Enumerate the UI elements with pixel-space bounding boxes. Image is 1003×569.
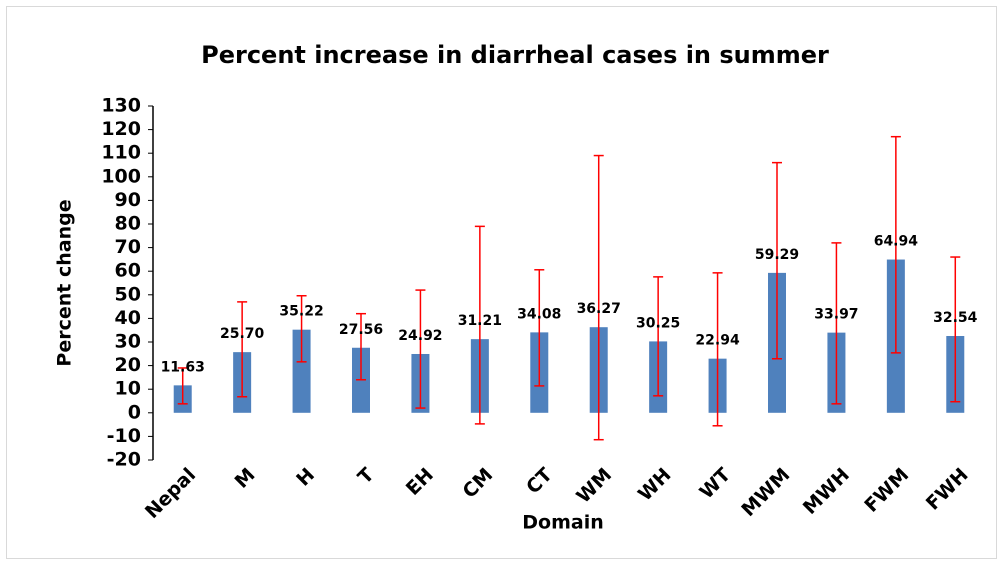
- y-tick-label: 40: [115, 307, 141, 329]
- y-tick-label: 30: [115, 331, 141, 353]
- chart-title: Percent increase in diarrheal cases in s…: [201, 41, 829, 69]
- data-label: 27.56: [339, 322, 383, 338]
- y-tick-label: 100: [101, 165, 141, 187]
- data-label: 25.70: [220, 326, 265, 342]
- data-label: 22.94: [695, 333, 740, 349]
- bar: [292, 329, 311, 413]
- data-label: 31.21: [458, 313, 502, 329]
- x-axis-label: Domain: [522, 512, 603, 534]
- y-tick-label: 60: [115, 260, 141, 282]
- data-label: 34.08: [517, 306, 561, 322]
- y-tick-label: 130: [101, 95, 141, 117]
- y-tick-label: 120: [101, 118, 141, 140]
- y-tick-label: 10: [115, 378, 141, 400]
- y-tick-label: 90: [115, 189, 141, 211]
- chart-frame: [6, 6, 997, 559]
- data-label: 33.97: [814, 307, 858, 323]
- y-tick-label: 0: [128, 401, 141, 423]
- data-label: 35.22: [279, 304, 323, 320]
- y-tick-label: 80: [115, 213, 141, 235]
- y-tick-label: -10: [107, 425, 141, 447]
- data-label: 59.29: [755, 247, 799, 263]
- y-tick-label: 70: [115, 236, 141, 258]
- data-label: 32.54: [933, 310, 978, 326]
- y-tick-label: 110: [101, 142, 141, 164]
- y-axis-label: Percent change: [54, 199, 76, 366]
- data-label: 30.25: [636, 315, 680, 331]
- data-label: 11.63: [161, 359, 205, 375]
- data-label: 36.27: [577, 301, 621, 317]
- y-tick-label: 20: [115, 354, 141, 376]
- data-label: 24.92: [398, 328, 442, 344]
- y-tick-label: 50: [115, 283, 141, 305]
- data-label: 64.94: [874, 234, 919, 250]
- y-tick-label: -20: [107, 449, 141, 471]
